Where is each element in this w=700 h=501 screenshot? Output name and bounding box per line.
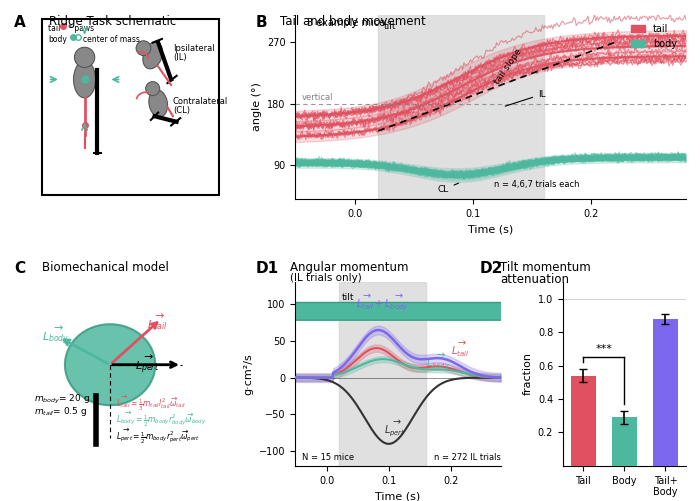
Text: IL: IL xyxy=(505,90,546,106)
Text: attenuation: attenuation xyxy=(500,273,570,286)
Y-axis label: fraction: fraction xyxy=(522,352,532,395)
Text: $\overrightarrow{L_{pert}} = \frac{1}{2}m_{body}r_{pert}^2\overrightarrow{\omega: $\overrightarrow{L_{pert}} = \frac{1}{2}… xyxy=(116,427,200,446)
Bar xyxy=(571,376,596,466)
Bar xyxy=(378,15,544,199)
Legend: tail, body: tail, body xyxy=(627,20,681,53)
Circle shape xyxy=(146,82,160,96)
Circle shape xyxy=(74,47,95,68)
Text: $\overrightarrow{L_{body}}$: $\overrightarrow{L_{body}}$ xyxy=(41,324,69,347)
Text: D2: D2 xyxy=(480,261,503,276)
Text: (IL trials only): (IL trials only) xyxy=(290,273,363,283)
Text: $\overrightarrow{L_{body}} = \frac{1}{2}m_{body}r_{body}^2\overrightarrow{\omega: $\overrightarrow{L_{body}} = \frac{1}{2}… xyxy=(116,410,207,429)
Text: center of mass: center of mass xyxy=(83,35,139,44)
Ellipse shape xyxy=(149,90,167,117)
Text: $\overrightarrow{L_{body}}$: $\overrightarrow{L_{body}}$ xyxy=(426,351,451,371)
Circle shape xyxy=(136,41,150,56)
Text: CL: CL xyxy=(438,183,458,194)
X-axis label: Time (s): Time (s) xyxy=(468,224,513,234)
Text: 3 example mice: 3 example mice xyxy=(307,19,386,29)
Text: $m_{tail}$= 0.5 g: $m_{tail}$= 0.5 g xyxy=(34,405,88,418)
Text: Ipsilateral: Ipsilateral xyxy=(173,44,215,53)
Text: tail slope: tail slope xyxy=(493,47,524,86)
Text: tail: tail xyxy=(48,24,62,33)
Text: N = 15 mice: N = 15 mice xyxy=(302,453,354,462)
Text: (CL): (CL) xyxy=(173,106,190,115)
Ellipse shape xyxy=(143,42,162,69)
Text: tilt: tilt xyxy=(384,22,397,31)
X-axis label: Time (s): Time (s) xyxy=(375,491,421,501)
Bar xyxy=(339,282,426,466)
Text: body: body xyxy=(48,35,66,44)
Text: $\overrightarrow{L_{tail}}$: $\overrightarrow{L_{tail}}$ xyxy=(147,312,167,332)
Text: Contralateral: Contralateral xyxy=(173,97,228,106)
Text: $\overrightarrow{L_{pert}}$: $\overrightarrow{L_{pert}}$ xyxy=(135,354,159,376)
Text: n = 4,6,7 trials each: n = 4,6,7 trials each xyxy=(494,180,580,189)
Bar xyxy=(42,19,219,195)
Text: $\overrightarrow{L_{pert}}$: $\overrightarrow{L_{pert}}$ xyxy=(384,418,406,437)
Text: n = 272 IL trials: n = 272 IL trials xyxy=(434,453,500,462)
Text: B: B xyxy=(256,15,267,30)
Circle shape xyxy=(65,324,155,405)
Text: (IL): (IL) xyxy=(173,53,187,62)
Text: Ridge Task schematic: Ridge Task schematic xyxy=(49,15,176,28)
Text: Tail and body movement: Tail and body movement xyxy=(280,15,426,28)
Text: Tilt momentum: Tilt momentum xyxy=(500,261,592,274)
Ellipse shape xyxy=(74,61,96,98)
Circle shape xyxy=(0,303,700,320)
Text: Angular momentum: Angular momentum xyxy=(290,261,409,274)
Text: ***: *** xyxy=(596,344,612,354)
Text: D1: D1 xyxy=(256,261,279,276)
Text: * paws: * paws xyxy=(68,24,94,33)
Text: tilt: tilt xyxy=(342,293,355,302)
Text: A: A xyxy=(14,15,26,30)
Y-axis label: g·cm²/s: g·cm²/s xyxy=(244,353,253,395)
Text: $\overrightarrow{L_{tail}}$: $\overrightarrow{L_{tail}}$ xyxy=(451,340,469,359)
Bar xyxy=(612,417,637,466)
Y-axis label: angle (°): angle (°) xyxy=(251,83,262,131)
Text: Biomechanical model: Biomechanical model xyxy=(42,261,169,274)
Text: $\overrightarrow{L_{tail}}+\overrightarrow{L_{body}}$: $\overrightarrow{L_{tail}}+\overrightarr… xyxy=(356,293,409,313)
Bar xyxy=(653,319,678,466)
Text: vertical: vertical xyxy=(302,93,333,102)
Text: C: C xyxy=(14,261,25,276)
Text: $\overrightarrow{L_{tail}} = \frac{1}{3}m_{tail}l_{tail}^2\overrightarrow{\omega: $\overrightarrow{L_{tail}} = \frac{1}{3}… xyxy=(116,394,186,413)
Text: $m_{body}$= 20 g: $m_{body}$= 20 g xyxy=(34,393,90,406)
